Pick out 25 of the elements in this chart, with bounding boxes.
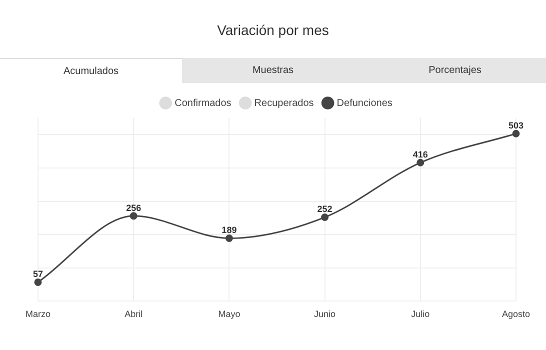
text: Porcentajes <box>364 58 546 83</box>
data-label: 57 <box>32 269 44 280</box>
legend-label: Defunciones <box>336 98 392 109</box>
text: Acumulados <box>0 58 182 83</box>
legend-label: Confirmados <box>174 98 232 109</box>
point <box>512 130 520 138</box>
x-tick-label: Marzo <box>25 309 51 320</box>
x-tick-label: Mayo <box>218 309 240 320</box>
data-label: 503 <box>508 120 524 131</box>
x-tick-label: Junio <box>314 309 336 320</box>
legend-label: Recuperados <box>254 98 314 109</box>
point <box>321 214 329 222</box>
x-tick-label: Abril <box>124 309 143 320</box>
data-label: 416 <box>412 150 428 160</box>
x-tick-label: Julio <box>411 309 430 320</box>
data-label: 252 <box>317 204 332 214</box>
point <box>34 278 42 286</box>
data-label: 189 <box>222 225 237 236</box>
point <box>225 234 233 242</box>
point <box>416 158 424 166</box>
x-tick-label: Agosto <box>502 309 530 320</box>
text: Muestras <box>182 58 364 83</box>
chart-title: Variación por mes <box>216 22 330 38</box>
data-label: 256 <box>126 202 142 213</box>
point <box>130 212 138 220</box>
